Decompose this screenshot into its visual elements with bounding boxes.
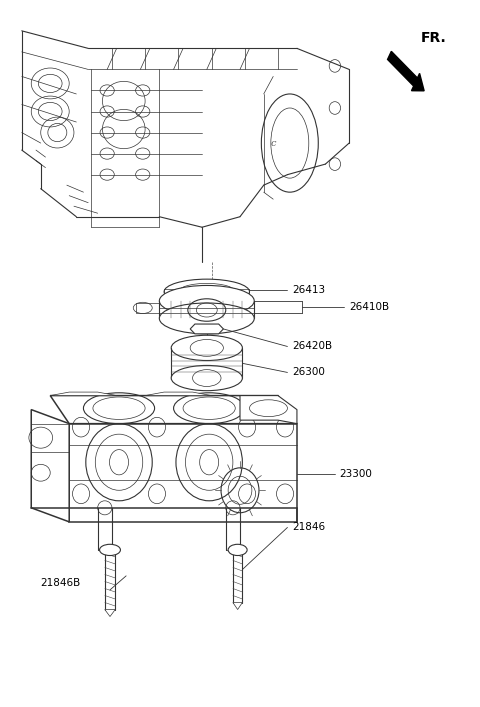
Polygon shape	[190, 324, 223, 334]
Polygon shape	[105, 609, 115, 617]
Ellipse shape	[159, 303, 254, 334]
Text: 21846B: 21846B	[41, 578, 81, 588]
Ellipse shape	[159, 286, 254, 316]
Polygon shape	[50, 392, 117, 396]
Text: FR.: FR.	[420, 31, 446, 45]
Text: 26420B: 26420B	[292, 341, 332, 351]
Polygon shape	[240, 396, 297, 423]
Polygon shape	[31, 409, 69, 522]
Ellipse shape	[164, 279, 250, 305]
Polygon shape	[233, 602, 242, 609]
Polygon shape	[50, 396, 297, 423]
Text: 23300: 23300	[340, 469, 372, 479]
Ellipse shape	[171, 335, 242, 361]
Text: 26410B: 26410B	[349, 301, 389, 312]
Text: 26300: 26300	[292, 368, 325, 378]
Ellipse shape	[171, 366, 242, 391]
Ellipse shape	[228, 544, 247, 556]
Text: c: c	[270, 139, 276, 148]
Ellipse shape	[99, 544, 120, 556]
Polygon shape	[69, 423, 297, 522]
Text: 21846: 21846	[292, 522, 325, 532]
Polygon shape	[145, 392, 212, 396]
Text: 26413: 26413	[292, 285, 325, 295]
FancyArrow shape	[387, 52, 424, 90]
